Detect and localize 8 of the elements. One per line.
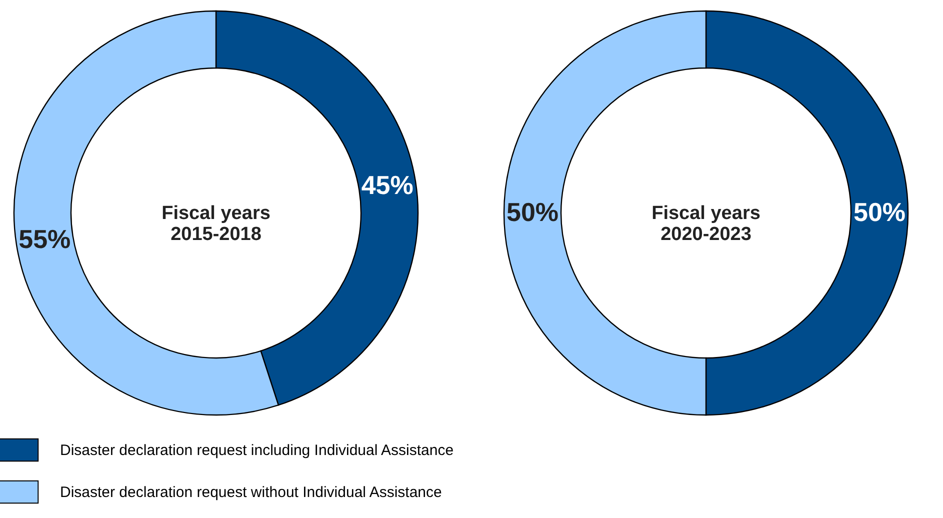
data-label: 50%: [853, 197, 906, 227]
data-label: 50%: [506, 197, 559, 227]
text: Fiscal years 2020-2023: [652, 203, 760, 245]
data-label: 55%: [18, 224, 71, 254]
legend-label: Disaster declaration request without Individual Assistance: [60, 484, 442, 501]
data-label: 45%: [361, 170, 414, 200]
legend-label: Disaster declaration request including Individual Assistance: [60, 442, 454, 459]
text: Fiscal years 2015-2018: [162, 203, 270, 245]
